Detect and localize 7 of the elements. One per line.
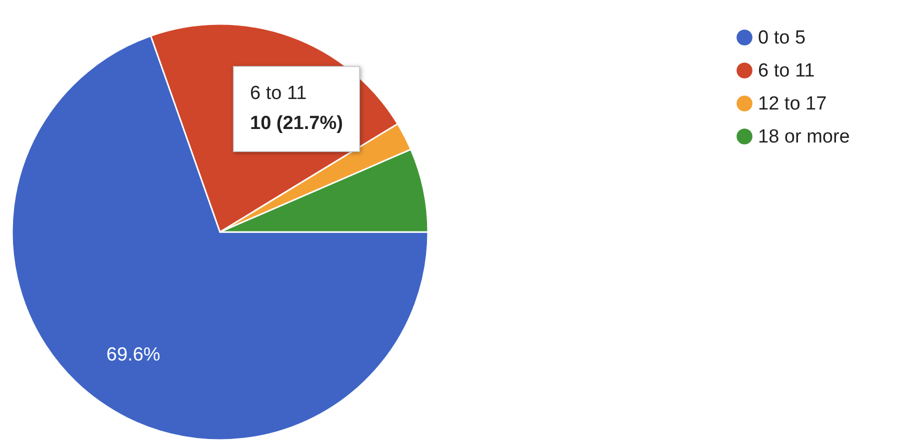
legend-label: 18 or more [758, 126, 850, 148]
legend-label: 0 to 5 [758, 28, 806, 48]
legend-label: 6 to 11 [758, 60, 815, 82]
text: 10 (21.7%) [250, 112, 343, 136]
data-label: 69.6% [106, 344, 160, 366]
text: 6 to 11 [250, 82, 308, 106]
legend-label: 12 to 17 [758, 94, 827, 114]
